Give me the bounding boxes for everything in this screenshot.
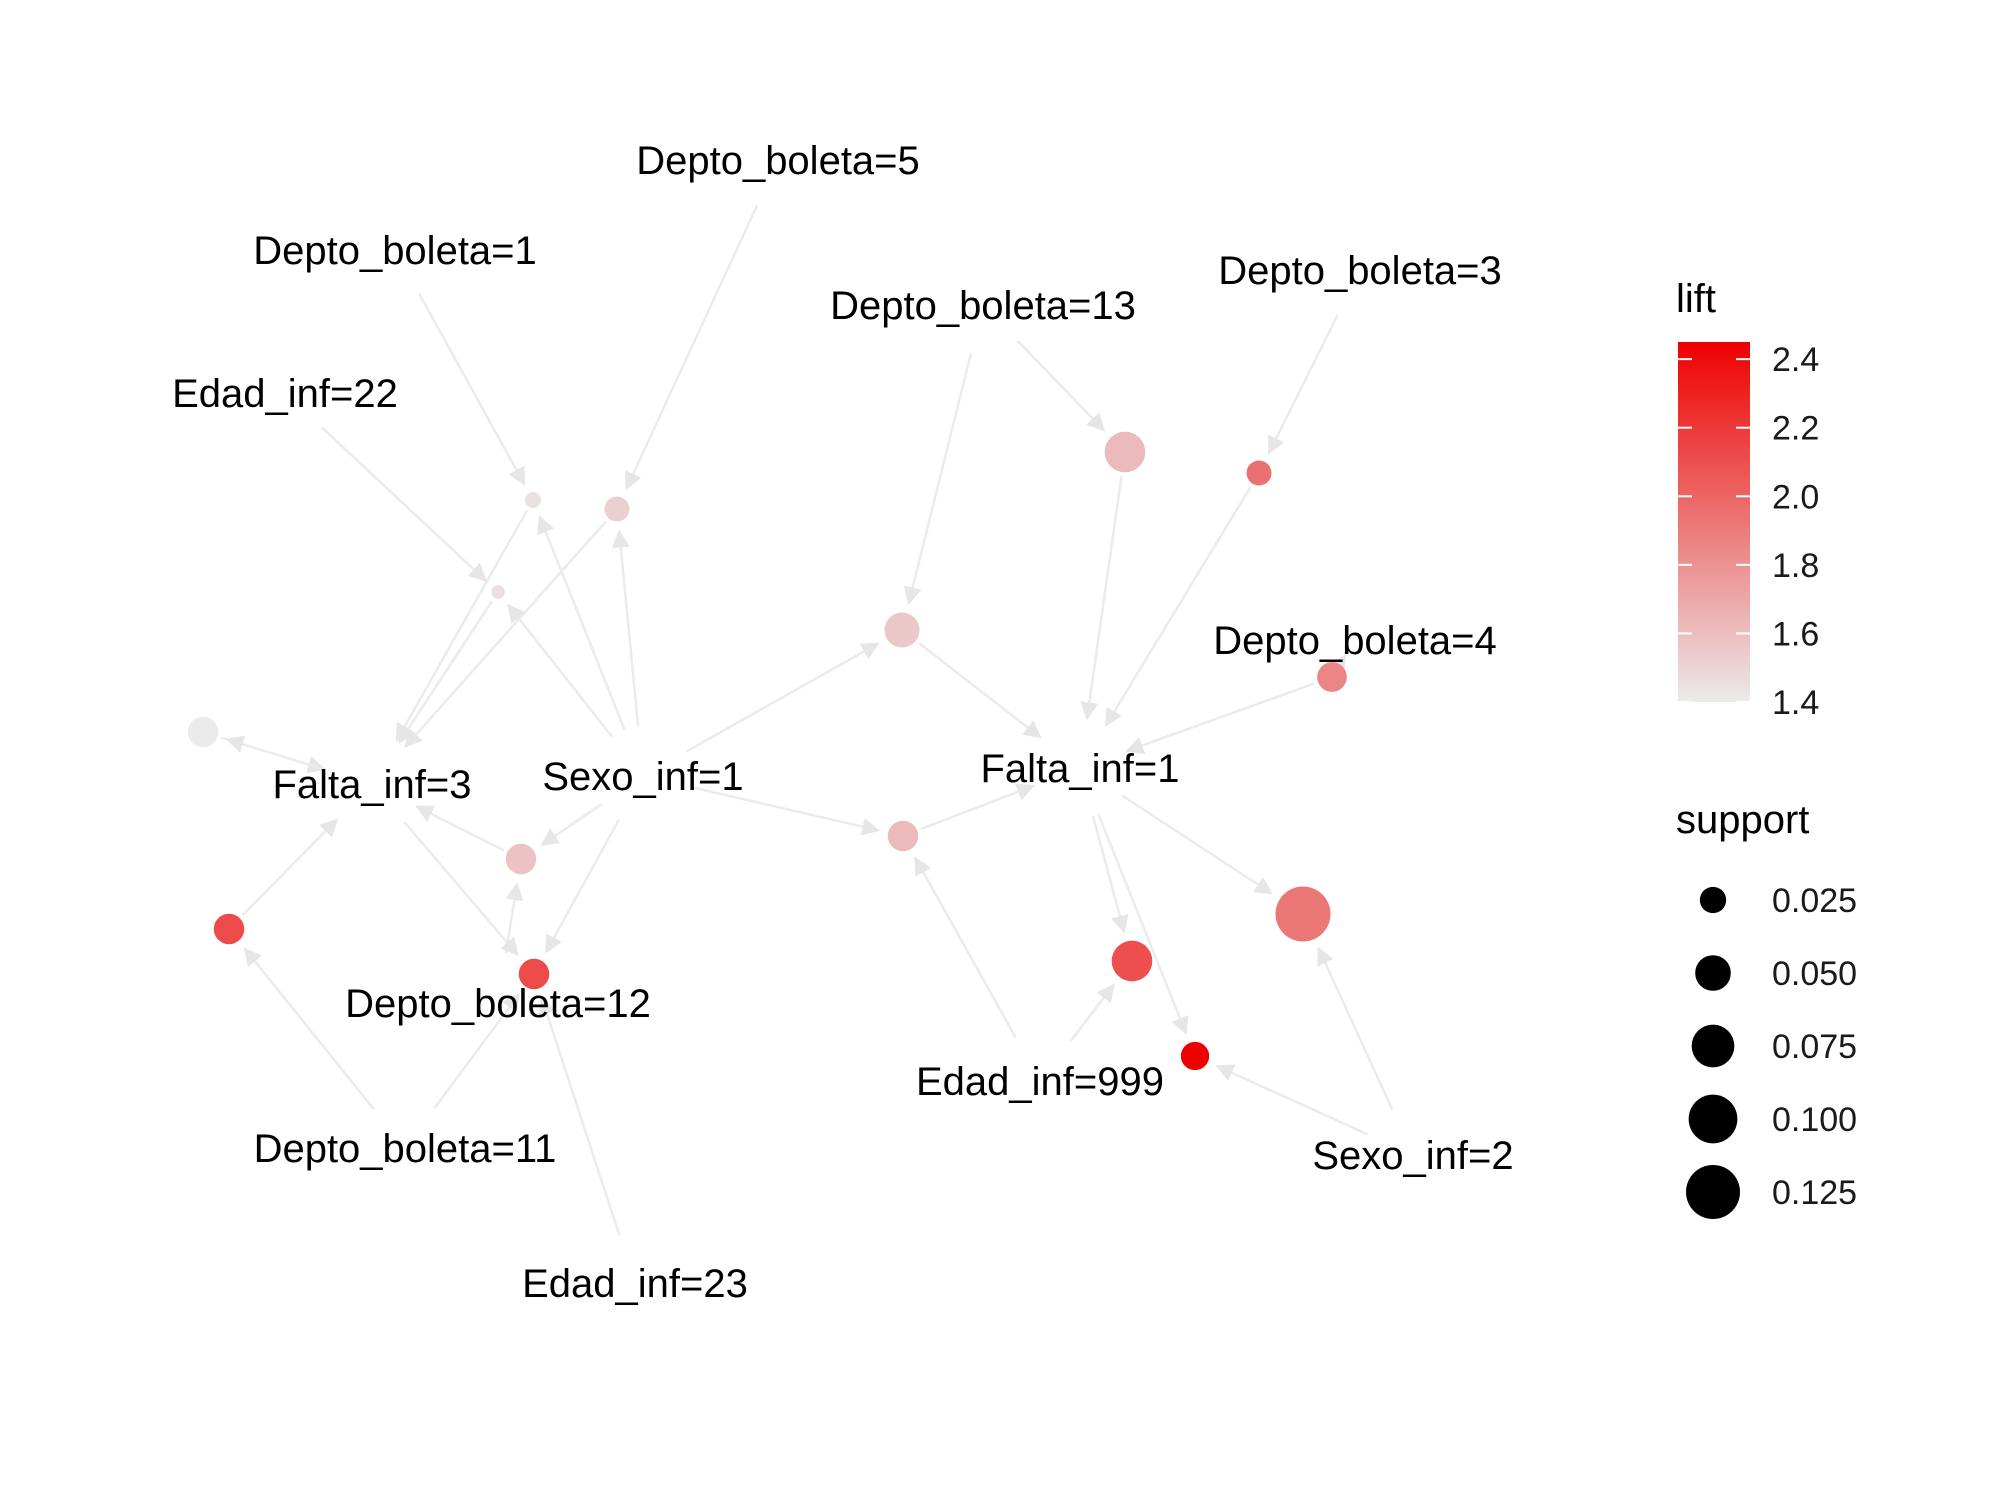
- rule-node-r5[interactable]: [1246, 460, 1272, 486]
- edge-depto11-r11: [243, 947, 375, 1110]
- rule-node-r8[interactable]: [505, 843, 537, 875]
- rule-node-r9[interactable]: [887, 820, 919, 852]
- lift-tick-label: 2.4: [1772, 341, 1819, 379]
- support-legend-key: 0.025 0.050 0.075 0.100 0.125: [1686, 882, 1857, 1219]
- support-key-circle: [1686, 1165, 1740, 1219]
- rule-node-r13[interactable]: [1111, 940, 1153, 982]
- edge-edad22-r3: [320, 426, 487, 582]
- item-label-depto1: Depto_boleta=1: [253, 229, 537, 273]
- edge-r1-falta3: [395, 509, 529, 743]
- rule-node-r11[interactable]: [213, 913, 245, 945]
- support-key-circle: [1691, 1024, 1735, 1068]
- support-legend-title: support: [1676, 798, 1809, 842]
- edge-sexo1-r12: [545, 819, 620, 954]
- support-key-label: 0.050: [1772, 955, 1857, 993]
- item-label-falta1: Falta_inf=1: [980, 747, 1179, 791]
- rule-node-r1[interactable]: [525, 492, 541, 508]
- rule-node-layer: [187, 431, 1347, 1071]
- edge-sexo2-r15: [1215, 1064, 1368, 1136]
- rule-node-r15[interactable]: [1180, 1041, 1210, 1071]
- lift-legend-ticks: 2.4 2.2 2.0 1.8 1.6 1.4: [1678, 341, 1819, 722]
- support-key-circle: [1699, 886, 1727, 914]
- support-key-circle: [1688, 1094, 1738, 1144]
- edge-falta1-r14: [1121, 794, 1274, 895]
- edge-sexo2-r14: [1317, 946, 1394, 1111]
- edge-sexo1-r2: [611, 529, 640, 727]
- edge-depto3-r5: [1267, 314, 1339, 455]
- item-label-sexo2: Sexo_inf=2: [1312, 1134, 1513, 1178]
- rule-node-r7[interactable]: [187, 716, 219, 748]
- edge-r9-falta1: [920, 783, 1036, 831]
- edge-sexo1-r1: [537, 515, 626, 731]
- item-label-depto12: Depto_boleta=12: [345, 982, 651, 1026]
- edge-depto5-r2: [625, 204, 759, 491]
- lift-colorbar: [1678, 342, 1750, 702]
- edge-falta3-r12: [403, 821, 519, 957]
- edge-sexo1-r9: [691, 786, 881, 836]
- edge-depto1-r1: [418, 293, 526, 486]
- rule-node-r12[interactable]: [518, 958, 550, 990]
- edge-r11-falta3: [241, 818, 339, 917]
- rule-node-r4[interactable]: [1104, 431, 1146, 473]
- item-label-depto13: Depto_boleta=13: [830, 284, 1136, 328]
- item-label-depto3: Depto_boleta=3: [1218, 249, 1502, 293]
- edge-edad999-r13: [1069, 983, 1115, 1043]
- lift-legend-title: lift: [1676, 277, 1716, 321]
- support-key-label: 0.100: [1772, 1101, 1857, 1139]
- edge-depto13-r6: [903, 353, 973, 606]
- item-label-depto5: Depto_boleta=5: [636, 139, 920, 183]
- edge-r2-falta3: [404, 520, 607, 749]
- lift-tick-label: 1.4: [1772, 684, 1819, 722]
- legend: lift 2.42.22.01.81.61.4 support 0.0250.0…: [1676, 277, 1857, 1219]
- rule-node-r3[interactable]: [491, 585, 505, 599]
- edge-falta1-r13: [1091, 815, 1129, 934]
- edge-edad23-r12: [538, 996, 621, 1236]
- lift-tick-label: 2.0: [1772, 478, 1819, 516]
- edge-sexo1-r6: [685, 642, 880, 753]
- item-label-edad22: Edad_inf=22: [172, 372, 398, 416]
- edge-r3-falta3: [398, 600, 494, 744]
- edge-sexo1-r3: [507, 603, 614, 738]
- item-label-falta3: Falta_inf=3: [272, 763, 471, 807]
- edge-r4-falta1: [1080, 475, 1123, 721]
- rule-node-r14[interactable]: [1275, 886, 1331, 942]
- rule-node-r6[interactable]: [884, 612, 920, 648]
- rule-node-r2[interactable]: [604, 496, 630, 522]
- support-key-label: 0.025: [1772, 882, 1857, 920]
- item-label-layer: Depto_boleta=5 Depto_boleta=1 Depto_boleta…: [172, 139, 1514, 1306]
- lift-tick-label: 1.6: [1772, 615, 1819, 653]
- item-label-depto4: Depto_boleta=4: [1213, 619, 1497, 663]
- edge-depto11-r12: [433, 992, 521, 1109]
- item-label-edad23: Edad_inf=23: [522, 1262, 748, 1306]
- edge-depto13-r4: [1016, 340, 1106, 432]
- edge-falta3-r7: [225, 735, 325, 771]
- edge-edad999-r9: [914, 856, 1017, 1038]
- support-key-circle: [1695, 955, 1731, 991]
- item-label-depto11: Depto_boleta=11: [254, 1127, 557, 1171]
- support-key-label: 0.075: [1772, 1028, 1857, 1066]
- edge-r6-falta1: [918, 642, 1042, 739]
- edge-r10-falta1: [1125, 682, 1315, 754]
- item-label-sexo1: Sexo_inf=1: [542, 755, 743, 799]
- edge-r5-falta1: [1104, 486, 1252, 727]
- rule-node-r10[interactable]: [1317, 662, 1347, 692]
- edge-sexo1-r8: [540, 803, 603, 846]
- lift-tick-label: 2.2: [1772, 410, 1819, 448]
- edge-layer: [221, 204, 1394, 1236]
- edge-falta1-r15: [1097, 813, 1189, 1036]
- item-label-edad999: Edad_inf=999: [916, 1060, 1164, 1104]
- edge-r8-falta3: [415, 805, 505, 852]
- support-key-label: 0.125: [1772, 1174, 1857, 1212]
- lift-tick-label: 1.8: [1772, 547, 1819, 585]
